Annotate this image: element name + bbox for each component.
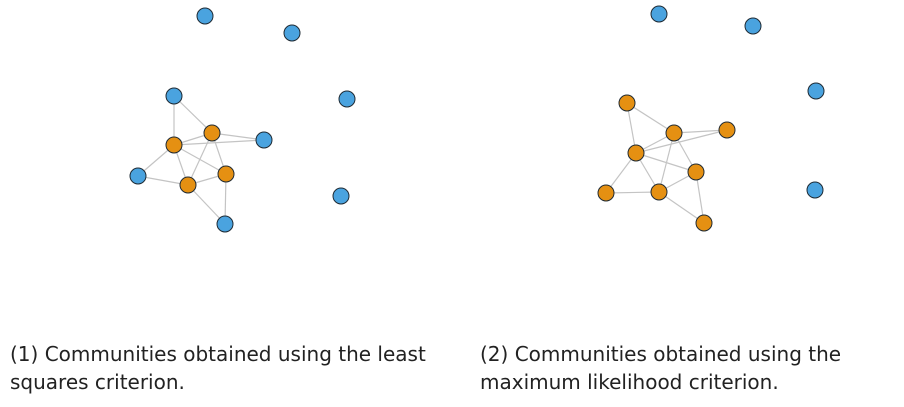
- community-node: [650, 183, 668, 201]
- community-node: [718, 121, 736, 139]
- graph-edge: [605, 191, 660, 194]
- community-node: [618, 94, 636, 112]
- community-node: [217, 165, 235, 183]
- non-community-node: [283, 24, 301, 42]
- graph-edge: [187, 184, 226, 225]
- non-community-node: [807, 82, 825, 100]
- community-node: [695, 214, 713, 232]
- non-community-node: [332, 187, 350, 205]
- community-node: [665, 124, 683, 142]
- community-node: [687, 163, 705, 181]
- non-community-node: [255, 131, 273, 149]
- graph-edge: [635, 152, 697, 173]
- community-node: [165, 136, 183, 154]
- non-community-node: [650, 5, 668, 23]
- graph-panel-maximum-likelihood: [597, 5, 825, 232]
- non-community-node: [216, 215, 234, 233]
- figure-graphs: [129, 5, 825, 233]
- graph-edge: [635, 129, 728, 154]
- caption-least-squares: (1) Communities obtained using the least…: [10, 342, 426, 394]
- graph-edge: [173, 139, 265, 146]
- non-community-node: [806, 181, 824, 199]
- graph-panel-least-squares: [129, 7, 356, 233]
- graph-edge: [173, 95, 213, 134]
- caption-maximum-likelihood: (2) Communities obtained using the maxim…: [480, 342, 842, 394]
- graph-edge: [673, 129, 728, 134]
- non-community-node: [129, 167, 147, 185]
- community-node: [597, 184, 615, 202]
- graph-edge: [173, 144, 227, 175]
- non-community-node: [165, 87, 183, 105]
- community-node: [627, 144, 645, 162]
- graph-edge: [211, 132, 265, 141]
- graph-edge: [695, 171, 705, 224]
- non-community-node: [196, 7, 214, 25]
- non-community-node: [338, 90, 356, 108]
- community-node: [203, 124, 221, 142]
- graph-edge: [626, 102, 675, 134]
- graph-edge: [658, 191, 705, 224]
- community-node: [179, 176, 197, 194]
- non-community-node: [744, 17, 762, 35]
